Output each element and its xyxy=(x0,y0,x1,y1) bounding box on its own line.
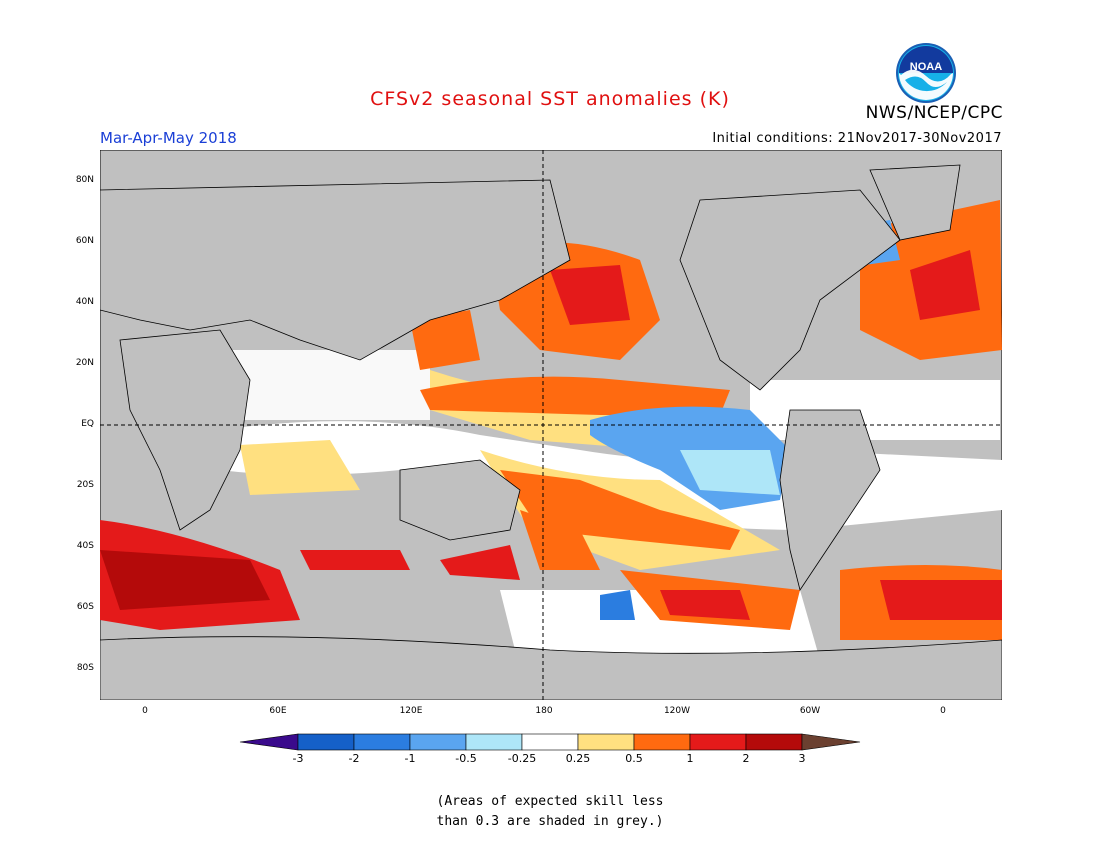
colorbar-label: -0.5 xyxy=(455,752,477,765)
antarctica-landmass xyxy=(100,636,1002,700)
lat-label: 40N xyxy=(75,297,94,307)
colorbar-swatch xyxy=(297,733,355,751)
colorbar-label: 3 xyxy=(798,752,806,765)
colorbar-swatch xyxy=(353,733,411,751)
north-america-landmass xyxy=(679,189,901,391)
footnote-line-1: (Areas of expected skill less xyxy=(436,794,664,809)
colorbar-label: -1 xyxy=(404,752,416,765)
initial-conditions-label: Initial conditions: 21Nov2017-30Nov2017 xyxy=(712,131,1002,146)
skill-footnote: (Areas of expected skill less than 0.3 a… xyxy=(0,792,1100,832)
lon-label: 60E xyxy=(269,706,287,716)
lat-label: 20N xyxy=(75,358,94,368)
lat-label: 40S xyxy=(76,541,94,551)
lon-label: 60W xyxy=(799,706,821,716)
colorbar-swatch-min xyxy=(239,733,299,751)
colorbar-swatch xyxy=(633,733,691,751)
colorbar-label: 0.25 xyxy=(565,752,591,765)
eurasia-landmass xyxy=(100,179,571,361)
colorbar-label: -3 xyxy=(292,752,304,765)
colorbar-label: 0.5 xyxy=(625,752,643,765)
colorbar-swatch-max xyxy=(801,733,861,751)
colorbar-label: 2 xyxy=(742,752,750,765)
lon-label: 0 xyxy=(940,706,946,716)
lat-label: 80N xyxy=(75,175,94,185)
colorbar-label: -2 xyxy=(348,752,360,765)
lon-label: 120W xyxy=(663,706,691,716)
lat-label: 80S xyxy=(76,663,94,673)
colorbar-swatch xyxy=(745,733,803,751)
lat-label: 60N xyxy=(75,236,94,246)
south-america-landmass xyxy=(779,409,881,591)
colorbar-label: 1 xyxy=(686,752,694,765)
footnote-line-2: than 0.3 are shaded in grey.) xyxy=(436,814,664,829)
colorbar-label: -0.25 xyxy=(507,752,537,765)
australia-landmass xyxy=(399,459,521,541)
colorbar-swatch xyxy=(689,733,747,751)
lon-label: 180 xyxy=(535,706,553,716)
lon-label: 120E xyxy=(399,706,423,716)
colorbar xyxy=(239,733,861,751)
africa-landmass xyxy=(119,329,251,531)
colorbar-swatch xyxy=(521,733,579,751)
map-title: CFSv2 seasonal SST anomalies (K) xyxy=(370,88,730,110)
season-label: Mar-Apr-May 2018 xyxy=(100,129,237,147)
noaa-logo: NOAA xyxy=(896,43,956,103)
lat-label: 60S xyxy=(76,602,94,612)
noaa-logo-text: NOAA xyxy=(910,61,942,73)
sst-anomaly-map xyxy=(100,150,1002,700)
colorbar-swatch xyxy=(409,733,467,751)
lon-label: 0 xyxy=(142,706,148,716)
colorbar-swatch xyxy=(577,733,635,751)
lat-label: EQ xyxy=(81,419,94,429)
lat-label: 20S xyxy=(76,480,94,490)
agency-label: NWS/NCEP/CPC xyxy=(865,103,1003,123)
colorbar-swatch xyxy=(465,733,523,751)
